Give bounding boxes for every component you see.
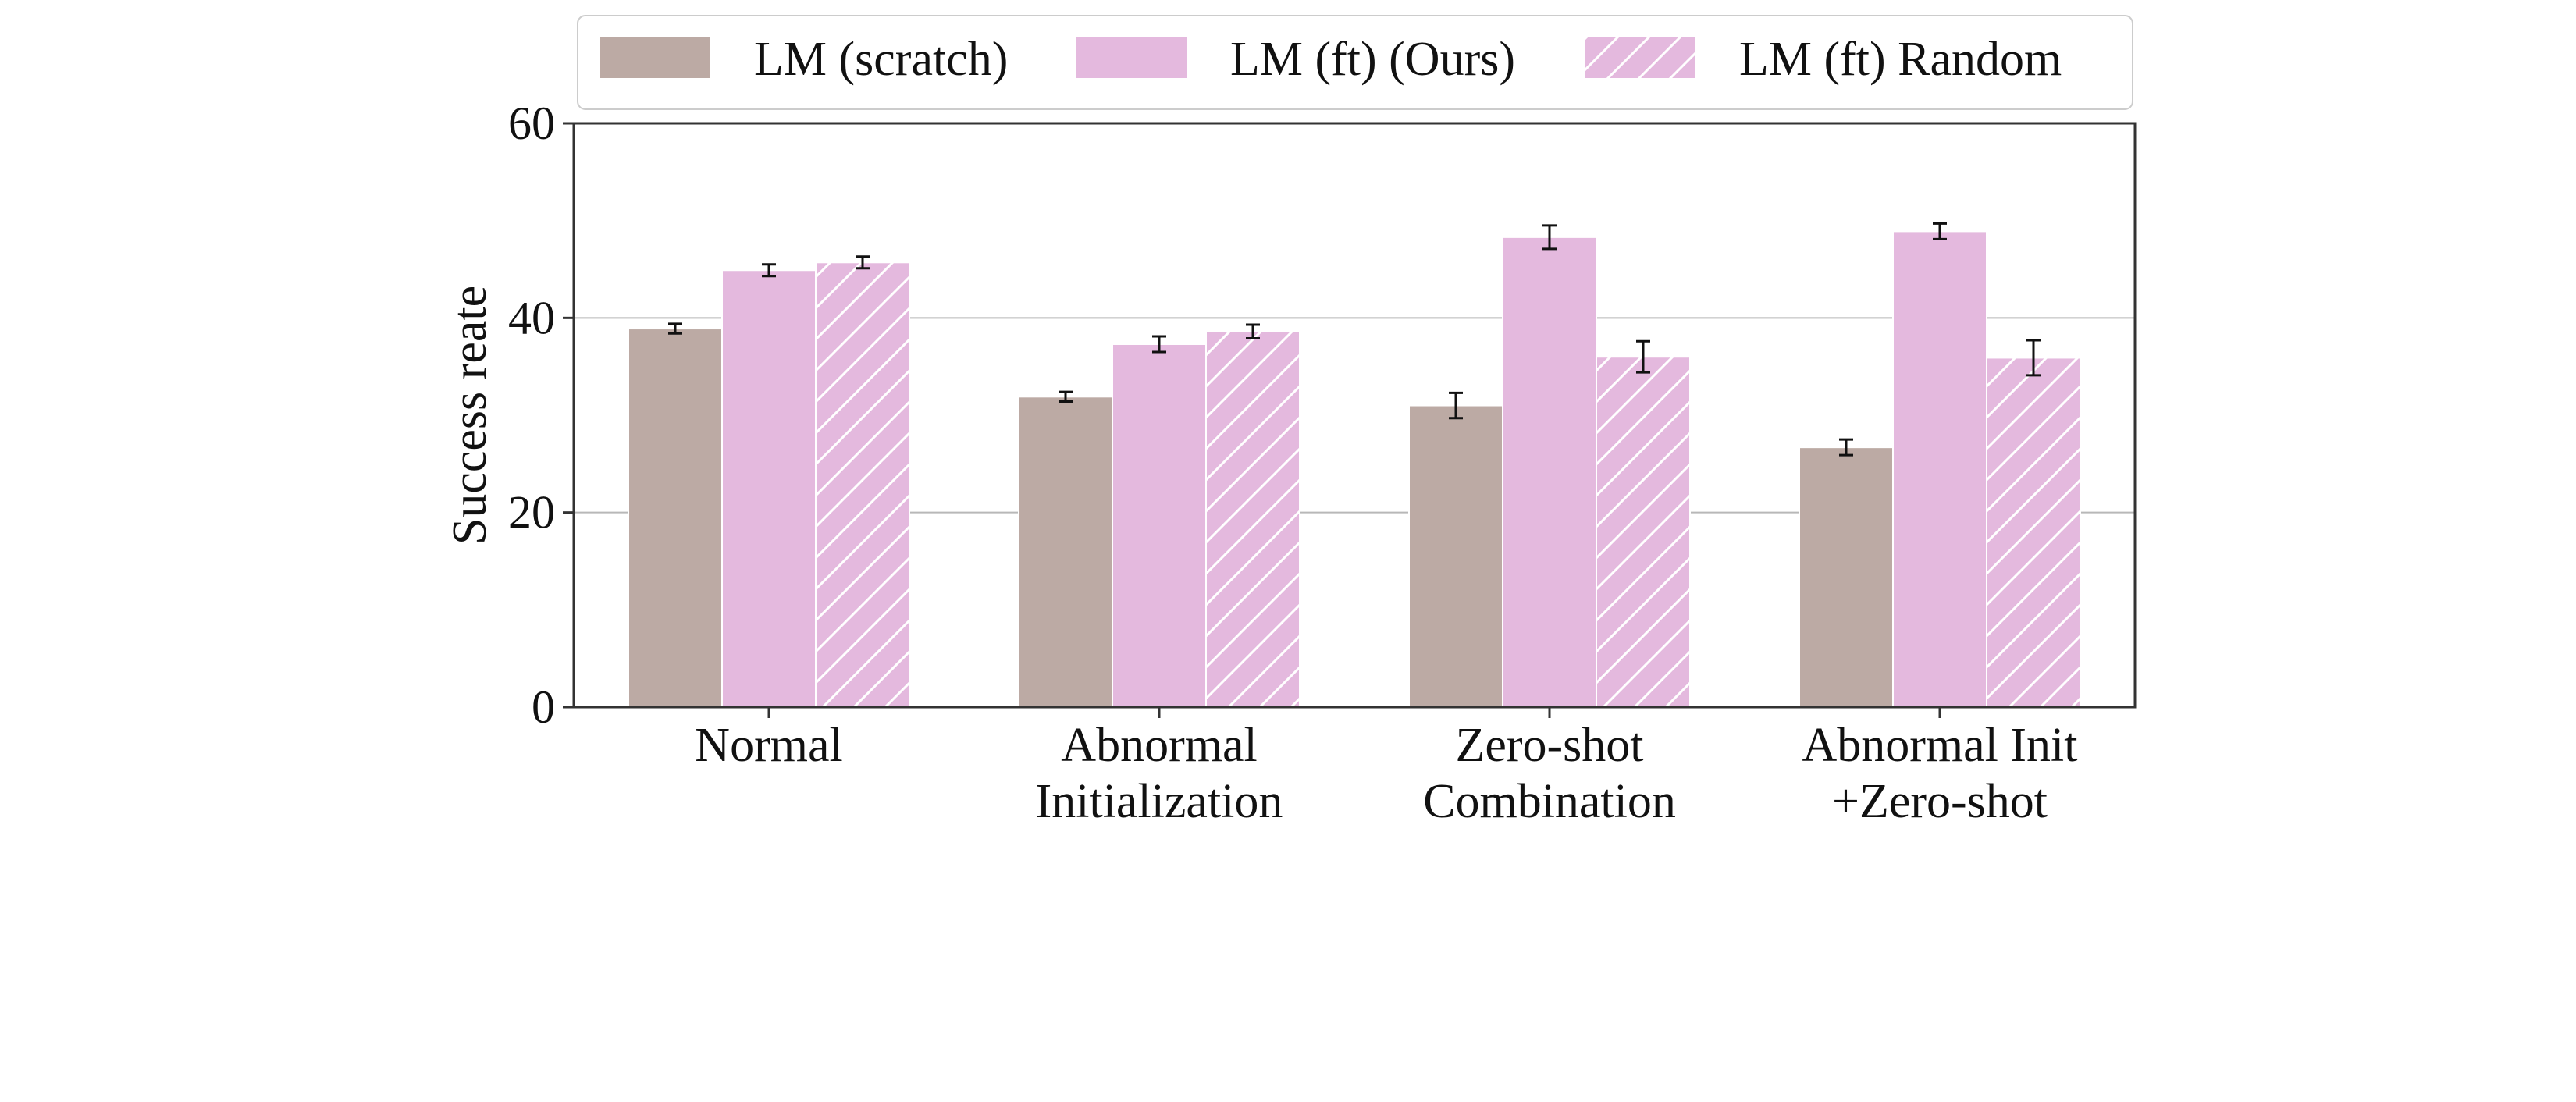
plot-frame bbox=[572, 122, 2137, 709]
legend-entry: LM (ft) Random bbox=[1585, 33, 2062, 86]
bar-lm-ft-ours bbox=[1892, 230, 1987, 708]
bar-lm-scratch bbox=[628, 328, 723, 708]
x-tick-label: Normal bbox=[695, 719, 842, 772]
bar-lm-ft-ours bbox=[1112, 343, 1207, 708]
error-bar bbox=[856, 255, 870, 270]
legend-entry: LM (ft) (Ours) bbox=[1076, 33, 1515, 86]
error-bar bbox=[1933, 222, 1947, 240]
bar-lm-scratch bbox=[1408, 404, 1503, 708]
bar-lm-scratch bbox=[1018, 396, 1113, 708]
x-tick-label: Initialization bbox=[1036, 775, 1283, 828]
y-tick-label: 40 bbox=[508, 292, 555, 343]
error-bar bbox=[1839, 438, 1853, 457]
error-bar bbox=[1449, 391, 1463, 420]
error-bar bbox=[2026, 339, 2041, 377]
bar-hatch bbox=[1596, 357, 1690, 707]
bar-lm-scratch bbox=[1799, 446, 1894, 708]
bar-hatch bbox=[1206, 331, 1300, 707]
error-bar bbox=[1246, 323, 1260, 340]
error-bar bbox=[1542, 224, 1557, 251]
bar-hatch bbox=[1987, 357, 2080, 707]
error-bar bbox=[762, 263, 776, 278]
x-tick-label: Combination bbox=[1423, 775, 1676, 828]
x-tick-label: Abnormal bbox=[1061, 719, 1257, 772]
legend-box bbox=[577, 15, 2133, 110]
error-bars-group bbox=[668, 222, 2041, 457]
error-bar bbox=[668, 322, 682, 335]
y-tick-label: 60 bbox=[508, 98, 555, 149]
legend-swatch bbox=[1076, 37, 1187, 78]
bar-lm-ft-ours bbox=[721, 269, 817, 709]
x-tick-label: +Zero-shot bbox=[1832, 775, 2048, 828]
y-axis-label: Success reate bbox=[443, 286, 496, 545]
legend-entry: LM (scratch) bbox=[600, 33, 1008, 86]
x-tick-label: Abnormal Init bbox=[1802, 719, 2078, 772]
legend: LM (scratch) LM (ft) (Ours) LM (ft) Random bbox=[577, 15, 2133, 110]
y-axis-ticks: 0 20 40 60 bbox=[508, 98, 574, 733]
legend-swatch-hatch bbox=[1585, 37, 1695, 78]
y-tick-label: 0 bbox=[532, 681, 555, 733]
legend-label: LM (scratch) bbox=[754, 33, 1008, 86]
legend-label: LM (ft) (Ours) bbox=[1230, 33, 1515, 86]
error-bar bbox=[1059, 390, 1073, 403]
x-tick-label: Zero-shot bbox=[1455, 719, 1643, 772]
error-bar bbox=[1152, 335, 1166, 354]
error-bar bbox=[1636, 339, 1650, 374]
legend-label: LM (ft) Random bbox=[1739, 33, 2062, 86]
bars-group bbox=[628, 230, 2081, 709]
legend-swatch bbox=[600, 37, 710, 78]
bar-hatch bbox=[816, 262, 909, 708]
bar-lm-ft-ours bbox=[1502, 236, 1597, 708]
y-tick-label: 20 bbox=[508, 487, 555, 539]
